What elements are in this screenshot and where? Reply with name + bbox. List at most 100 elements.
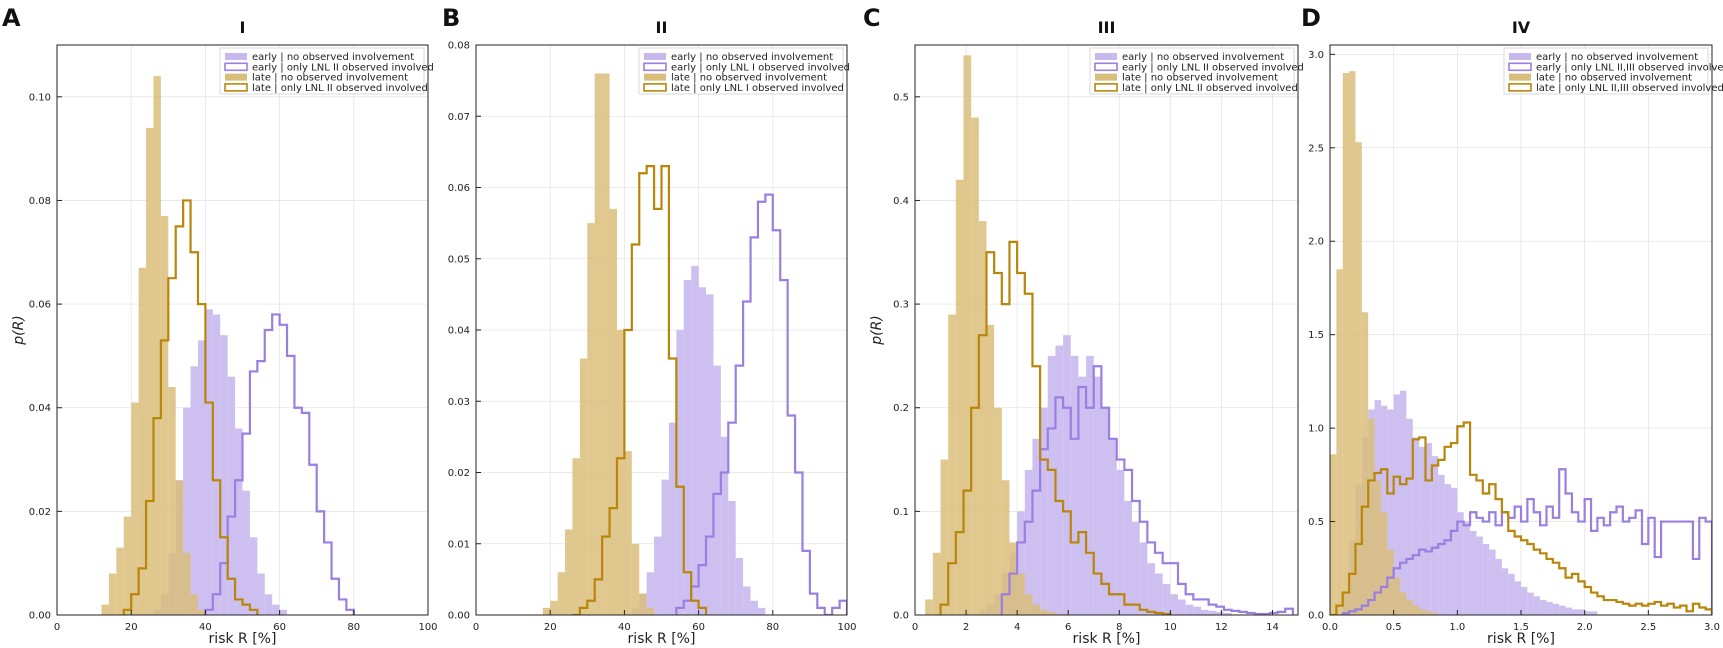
histogram-bar — [1330, 454, 1337, 615]
histogram-bar — [249, 537, 258, 615]
histogram-bar — [1571, 609, 1579, 615]
histogram-bar — [609, 208, 617, 615]
panel-title: III — [1098, 18, 1116, 37]
histogram-bar — [1425, 611, 1432, 615]
series-early-step — [1000, 365, 1294, 615]
x-tick-label: 14 — [1266, 622, 1279, 633]
histogram-bar — [661, 479, 669, 615]
histogram-bar — [1124, 501, 1133, 615]
panel-b: 0 20 40 60 80 100 0.00 0.01 0.02 0.03 0.04 0.05 0.06… — [442, 4, 857, 647]
x-tick-label: 4 — [1014, 622, 1020, 633]
x-tick-label: 10 — [1164, 622, 1177, 633]
legend-box — [219, 47, 425, 95]
legend-label: early | no observed involvement — [1122, 52, 1284, 63]
panel-letter: B — [442, 4, 460, 32]
y-tick-label: 0.5 — [893, 92, 909, 103]
y-tick-label: 0.04 — [29, 403, 51, 414]
histogram-bar — [557, 572, 566, 615]
x-tick-label: 2.0 — [1577, 622, 1593, 633]
histogram-bar — [1063, 335, 1071, 615]
x-tick-label: 3.0 — [1704, 622, 1720, 633]
panel-title: II — [656, 18, 668, 37]
histogram-bar — [272, 604, 280, 615]
histogram-bar — [1001, 480, 1010, 615]
y-tick-label: 0.03 — [448, 397, 470, 408]
histogram-bar — [706, 294, 714, 615]
histogram-bar — [948, 314, 956, 615]
legend-label: late | no observed involvement — [1122, 73, 1278, 84]
histogram-bar — [257, 573, 265, 615]
histogram-step-line — [1000, 365, 1294, 615]
histogram-bar — [1009, 542, 1018, 615]
histogram-bar — [175, 480, 184, 615]
panel-c: 0 2 4 6 8 10 12 14 0.0 0.1 0.2 0.3 0.4 0.5 C III risk R … — [863, 4, 1304, 647]
histogram-bar — [676, 330, 684, 615]
histogram-bar — [1342, 73, 1350, 615]
y-axis-label: p(R) — [869, 315, 885, 346]
legend-label: late | only LNL II,III observed involved — [1536, 83, 1723, 94]
histogram-bar — [542, 607, 551, 615]
histogram-bar — [1412, 437, 1420, 615]
histogram-bar — [1533, 596, 1541, 615]
x-tick-label: 1.0 — [1449, 622, 1465, 633]
y-tick-label: 0.00 — [29, 611, 51, 622]
histogram-bar — [1463, 521, 1471, 615]
histogram-bar — [1380, 405, 1388, 615]
histogram-bar — [955, 179, 964, 615]
histogram-bar — [242, 490, 250, 615]
series-late-filled — [1330, 71, 1439, 615]
histogram-bar — [108, 573, 117, 615]
histogram-bar — [279, 609, 288, 615]
y-tick-label: 0.08 — [448, 41, 470, 52]
histogram-bar — [101, 604, 109, 615]
panel-letter: A — [2, 4, 21, 32]
histogram-bar — [1540, 600, 1547, 615]
histogram-bar — [743, 586, 751, 615]
histogram-bar — [197, 340, 206, 615]
histogram-bar — [1040, 407, 1048, 615]
y-tick-label: 0.1 — [893, 507, 909, 518]
histogram-bar — [1450, 487, 1458, 615]
y-tick-label: 0.08 — [29, 196, 51, 207]
legend-swatch-filled — [1509, 53, 1531, 60]
legend-label: early | only LNL II observed involved — [252, 62, 434, 73]
y-tick-label: 0.06 — [448, 183, 470, 194]
legend-box — [638, 47, 844, 95]
x-axis-label: risk R [%] — [1073, 631, 1141, 647]
legend-swatch-step — [1508, 83, 1532, 92]
histogram-bar — [1162, 583, 1171, 615]
histogram-bar — [668, 422, 677, 615]
y-tick-label: 0.5 — [1308, 517, 1324, 528]
legend-label: early | no observed involvement — [252, 52, 414, 63]
axes-frame — [56, 44, 429, 616]
histogram-bar — [168, 387, 176, 615]
histogram-bar — [1521, 586, 1528, 615]
y-tick-label: 0.2 — [893, 403, 909, 414]
series-early-step — [675, 193, 847, 615]
x-tick-label: 8 — [1116, 622, 1122, 633]
x-tick-label: 0 — [912, 622, 918, 633]
histogram-bar — [624, 451, 632, 615]
histogram-bar — [183, 552, 191, 615]
legend-label: early | no observed involvement — [1536, 52, 1698, 63]
histogram-bar — [691, 265, 699, 615]
x-tick-label: 20 — [544, 622, 557, 633]
histogram-bar — [1024, 594, 1033, 615]
histogram-step-line — [1330, 421, 1712, 615]
histogram-bar — [1368, 418, 1375, 615]
x-tick-label: 60 — [692, 622, 705, 633]
x-tick-label: 0.0 — [1322, 622, 1338, 633]
x-tick-label: 60 — [273, 622, 286, 633]
histogram-bar — [728, 501, 736, 615]
histogram-bar — [616, 330, 625, 615]
panel-title: I — [240, 18, 246, 37]
y-tick-label: 1.5 — [1308, 330, 1324, 341]
legend-box — [1089, 47, 1295, 95]
x-tick-label: 40 — [618, 622, 631, 633]
histogram-bar — [1055, 345, 1064, 615]
x-tick-label: 80 — [347, 622, 360, 633]
y-axis-label: p(R) — [11, 315, 27, 346]
histogram-bar — [1116, 469, 1125, 615]
series-early-step — [204, 313, 355, 615]
